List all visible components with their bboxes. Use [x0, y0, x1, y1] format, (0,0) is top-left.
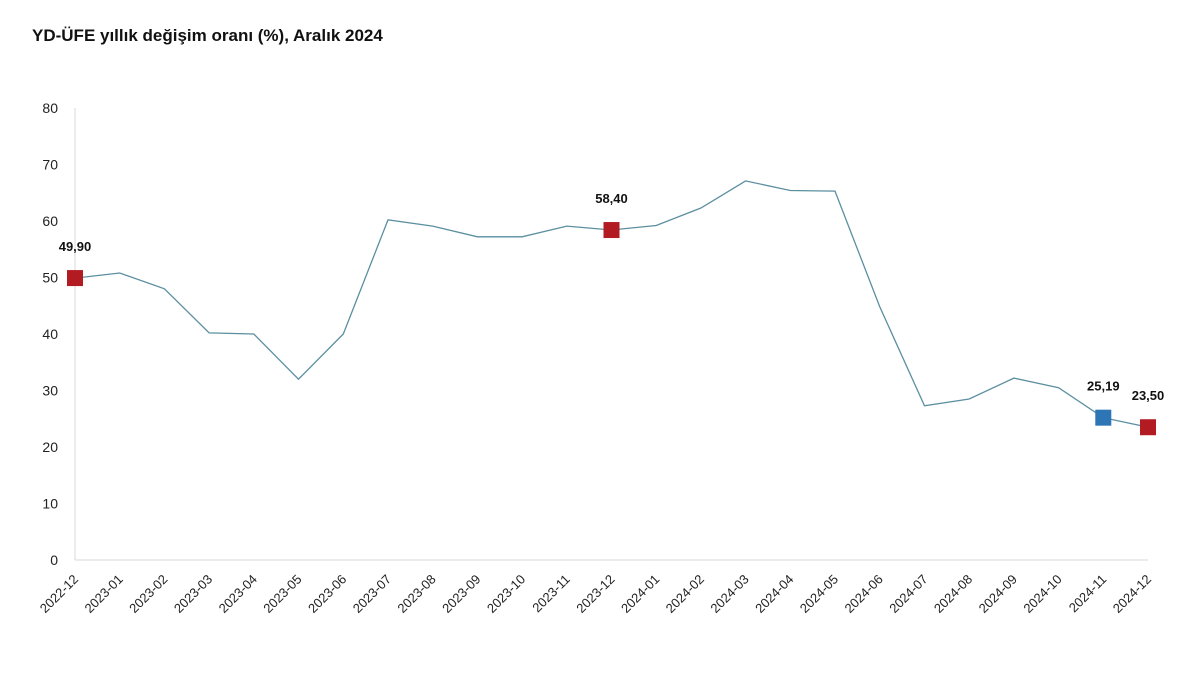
data-point-marker: [67, 270, 83, 287]
x-tick-label: 2024-03: [707, 572, 751, 616]
x-tick-label: 2024-06: [842, 572, 886, 616]
x-tick-label: 2023-10: [484, 572, 528, 616]
x-tick-label: 2023-03: [171, 572, 215, 616]
x-tick-label: 2024-02: [663, 572, 707, 616]
x-tick-label: 2023-09: [439, 572, 483, 616]
x-tick-label: 2022-12: [37, 572, 81, 616]
y-axis-ticks: 0 10 20 30 40 50 60 70 80: [42, 100, 58, 568]
x-tick-label: 2024-08: [931, 572, 975, 616]
x-tick-label: 2023-07: [350, 572, 394, 616]
x-tick-label: 2024-05: [797, 572, 841, 616]
y-tick-label: 30: [42, 383, 58, 399]
x-tick-label: 2024-09: [976, 572, 1020, 616]
data-label: 58,40: [595, 191, 628, 206]
y-tick-label: 50: [42, 270, 58, 286]
y-tick-label: 80: [42, 100, 58, 116]
chart-axes: [74, 108, 1148, 561]
x-tick-label: 2023-05: [260, 572, 304, 616]
data-label: 23,50: [1132, 388, 1165, 403]
y-tick-label: 70: [42, 157, 58, 173]
data-labels: 49,90 58,40 25,19 23,50: [59, 191, 1165, 403]
x-tick-label: 2023-11: [529, 572, 573, 616]
y-tick-label: 0: [50, 552, 58, 568]
y-tick-label: 20: [42, 439, 58, 455]
x-tick-label: 2023-06: [305, 572, 349, 616]
x-tick-label: 2024-04: [752, 572, 796, 616]
data-label: 49,90: [59, 239, 92, 254]
chart-title: YD-ÜFE yıllık değişim oranı (%), Aralık …: [32, 26, 383, 45]
y-tick-label: 60: [42, 213, 58, 229]
x-tick-label: 2024-07: [886, 572, 930, 616]
x-tick-label: 2024-11: [1066, 572, 1110, 616]
x-axis-ticks: 2022-12 2023-01 2023-02 2023-03 2023-04 2023-…: [37, 572, 1154, 616]
x-tick-label: 2023-04: [216, 572, 260, 616]
y-tick-label: 40: [42, 326, 58, 342]
x-tick-label: 2023-08: [394, 572, 438, 616]
data-label: 25,19: [1087, 379, 1120, 394]
series-line: [74, 180, 1149, 428]
highlight-markers: [67, 222, 1156, 436]
x-tick-label: 2023-02: [126, 572, 170, 616]
data-point-marker: [603, 222, 620, 239]
data-point-marker: [1095, 409, 1112, 426]
data-point-marker: [1140, 419, 1156, 436]
x-tick-label: 2024-01: [618, 572, 662, 616]
x-tick-label: 2023-12: [573, 572, 617, 616]
x-tick-label: 2023-01: [81, 572, 125, 616]
x-tick-label: 2024-10: [1020, 572, 1064, 616]
x-tick-label: 2024-12: [1110, 572, 1154, 616]
y-tick-label: 10: [42, 496, 58, 512]
